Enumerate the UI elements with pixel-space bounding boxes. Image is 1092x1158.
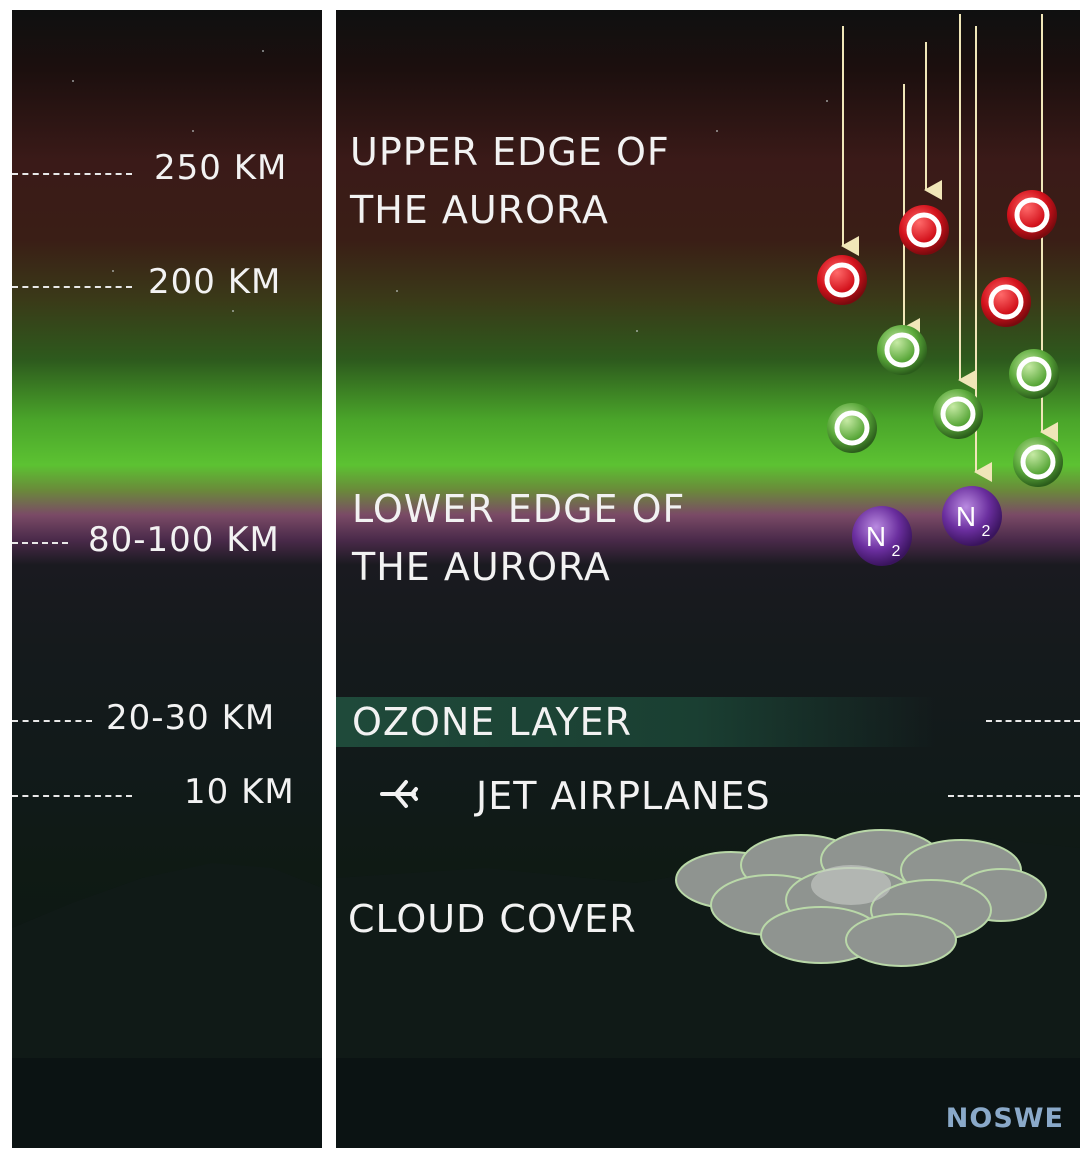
upper-edge-label-line2: THE AURORA xyxy=(350,188,609,232)
green-oxygen-atom xyxy=(1013,437,1063,487)
altitude-scale-panel: 250 KM 200 KM 80-100 KM 20-30 KM 10 KM xyxy=(12,10,322,1148)
jet-tick-right xyxy=(948,795,1080,797)
lower-edge-label-line1: LOWER EDGE OF xyxy=(352,487,686,531)
upper-edge-label-line1: UPPER EDGE OF xyxy=(350,130,670,174)
nitrogen-molecule: N 2 xyxy=(942,486,1002,546)
nitrogen-subscript: 2 xyxy=(982,523,991,540)
altitude-tick-250 xyxy=(12,173,132,175)
nitrogen-subscript: 2 xyxy=(892,543,901,560)
altitude-tick-20-30 xyxy=(12,720,92,722)
atmosphere-panel: UPPER EDGE OF THE AURORA LOWER EDGE OF T… xyxy=(336,10,1080,1148)
green-oxygen-atom xyxy=(933,389,983,439)
altitude-label-20-30: 20-30 KM xyxy=(106,698,276,738)
green-oxygen-atom xyxy=(877,325,927,375)
altitude-label-200: 200 KM xyxy=(148,262,282,302)
mountain-silhouette xyxy=(12,863,322,1068)
cloud-icon xyxy=(675,829,1047,967)
ozone-band xyxy=(336,697,936,747)
nitrogen-molecule: N 2 xyxy=(852,506,912,566)
ozone-layer-label: OZONE LAYER xyxy=(352,700,633,744)
particle-diagram: N 2 N 2 xyxy=(817,14,1063,566)
altitude-label-10: 10 KM xyxy=(184,772,295,812)
cloud-cover-label: CLOUD COVER xyxy=(348,897,637,941)
altitude-tick-200 xyxy=(12,286,132,288)
nitrogen-symbol: N xyxy=(956,501,976,532)
lake-surface-right xyxy=(336,1058,1080,1148)
green-oxygen-atom xyxy=(827,403,877,453)
altitude-label-80-100: 80-100 KM xyxy=(88,520,280,560)
brand-logo: NOSWE xyxy=(945,1103,1064,1134)
altitude-tick-10 xyxy=(12,795,132,797)
altitude-tick-80-100 xyxy=(12,542,68,544)
jet-airplanes-label: JET AIRPLANES xyxy=(476,774,771,818)
red-oxygen-atom xyxy=(981,277,1031,327)
green-oxygen-atom xyxy=(1009,349,1059,399)
lake-surface xyxy=(12,1058,322,1148)
red-oxygen-atom xyxy=(817,255,867,305)
nitrogen-symbol: N xyxy=(866,521,886,552)
ozone-tick-right xyxy=(986,720,1080,722)
airplane-icon xyxy=(380,780,418,808)
red-oxygen-atom xyxy=(899,205,949,255)
lower-edge-label-line2: THE AURORA xyxy=(352,545,611,589)
red-oxygen-atom xyxy=(1007,190,1057,240)
altitude-label-250: 250 KM xyxy=(154,148,288,188)
